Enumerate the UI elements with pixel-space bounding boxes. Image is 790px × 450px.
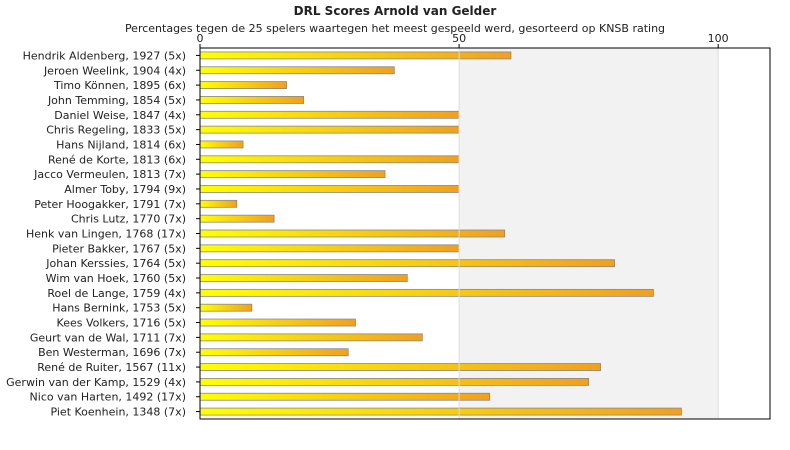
category-label: René de Ruiter, 1567 (11x) [37,361,186,374]
chart-subtitle: Percentages tegen de 25 spelers waartege… [124,22,666,35]
category-label: Timo Können, 1895 (6x) [53,79,186,92]
bar [199,259,615,268]
category-label: Piet Koenhein, 1348 (7x) [50,406,186,419]
bar [199,140,244,149]
bar [199,274,408,282]
bars-group [199,51,682,416]
bar [199,392,491,401]
chart-title: DRL Scores Arnold van Gelder [293,4,497,18]
bar [199,377,590,386]
bar [199,333,423,342]
x-axis-ticks: 0 50 100 [197,32,729,419]
category-label: Henk van Lingen, 1768 (17x) [26,228,186,241]
category-label: Pieter Bakker, 1767 (5x) [52,242,186,255]
bar [199,244,460,253]
plot-band [718,48,770,419]
category-label: Hans Nijland, 1814 (6x) [56,138,186,151]
category-label: Chris Lutz, 1770 (7x) [71,213,186,226]
category-label: Geurt van de Wal, 1711 (7x) [30,331,186,344]
bar [199,363,601,371]
category-label: John Temming, 1854 (5x) [47,94,186,107]
plot-background [200,48,770,419]
category-label: René de Korte, 1813 (6x) [48,153,186,166]
bar [199,407,682,416]
category-label: Wim van Hoek, 1760 (5x) [46,272,186,285]
category-label: Chris Regeling, 1833 (5x) [46,124,186,137]
category-label: Jacco Vermeulen, 1813 (7x) [33,168,186,181]
category-label: Johan Kerssies, 1764 (5x) [45,257,186,270]
category-label: Kees Volkers, 1716 (5x) [57,317,186,330]
bar [199,199,238,208]
bar [199,185,460,193]
category-labels: Hendrik Aldenberg, 1927 (5x) Jeroen Weeli… [6,49,200,419]
bar [199,81,287,89]
category-label: Peter Hoogakker, 1791 (7x) [34,198,186,211]
bar [199,96,305,104]
category-label: Gerwin van der Kamp, 1529 (4x) [6,376,186,389]
category-label: Daniel Weise, 1847 (4x) [54,109,186,122]
category-label: Jeroen Weelink, 1904 (4x) [43,64,186,77]
bar [199,125,460,134]
bar [199,303,253,312]
plot-frame [199,47,771,420]
category-label: Hendrik Aldenberg, 1927 (5x) [23,49,186,62]
category-label: Almer Toby, 1794 (9x) [64,183,186,196]
category-label: Ben Westerman, 1696 (7x) [38,346,186,359]
bar [199,288,654,297]
category-label: Roel de Lange, 1759 (4x) [47,287,186,300]
x-tick-label: 100 [708,32,729,45]
x-tick-label: 0 [197,32,204,45]
bar [199,214,275,223]
category-label: Nico van Harten, 1492 (17x) [30,391,186,404]
bar [199,155,460,164]
bar [199,110,460,119]
bar [199,318,356,327]
category-label: Hans Bernink, 1753 (5x) [52,302,186,315]
x-tick-label: 50 [452,32,466,45]
bar [199,51,512,60]
bar [199,170,386,179]
bar [199,66,395,75]
bar [199,348,349,357]
